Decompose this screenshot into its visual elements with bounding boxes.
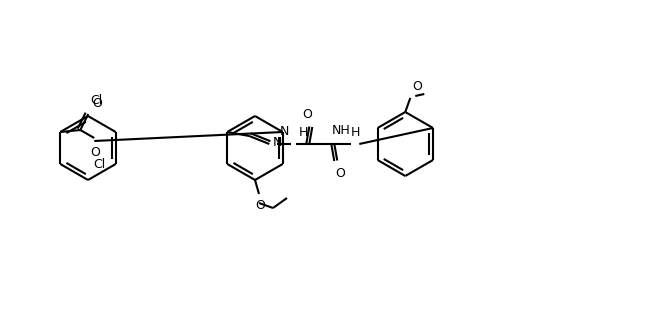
- Text: O: O: [90, 146, 100, 159]
- Text: O: O: [412, 80, 422, 93]
- Text: O: O: [92, 97, 102, 110]
- Text: NH: NH: [332, 124, 350, 137]
- Text: H: H: [298, 126, 307, 139]
- Text: N: N: [272, 136, 281, 149]
- Text: O: O: [255, 199, 265, 212]
- Text: Cl: Cl: [90, 94, 102, 107]
- Text: N: N: [280, 125, 289, 138]
- Text: O: O: [302, 108, 312, 121]
- Text: Cl: Cl: [94, 157, 106, 170]
- Text: O: O: [335, 167, 345, 180]
- Text: H: H: [350, 126, 360, 139]
